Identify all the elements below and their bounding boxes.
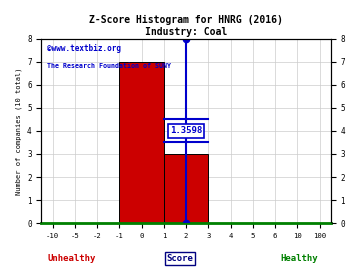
- Text: Score: Score: [167, 254, 193, 263]
- Text: ©www.textbiz.org: ©www.textbiz.org: [47, 44, 121, 53]
- Bar: [119, 62, 164, 223]
- Text: Unhealthy: Unhealthy: [48, 254, 96, 263]
- Bar: [164, 154, 208, 223]
- Text: The Research Foundation of SUNY: The Research Foundation of SUNY: [47, 63, 171, 69]
- Text: 1.3598: 1.3598: [170, 126, 202, 136]
- Title: Z-Score Histogram for HNRG (2016)
Industry: Coal: Z-Score Histogram for HNRG (2016) Indust…: [89, 15, 283, 37]
- Y-axis label: Number of companies (10 total): Number of companies (10 total): [15, 67, 22, 195]
- Text: Healthy: Healthy: [280, 254, 318, 263]
